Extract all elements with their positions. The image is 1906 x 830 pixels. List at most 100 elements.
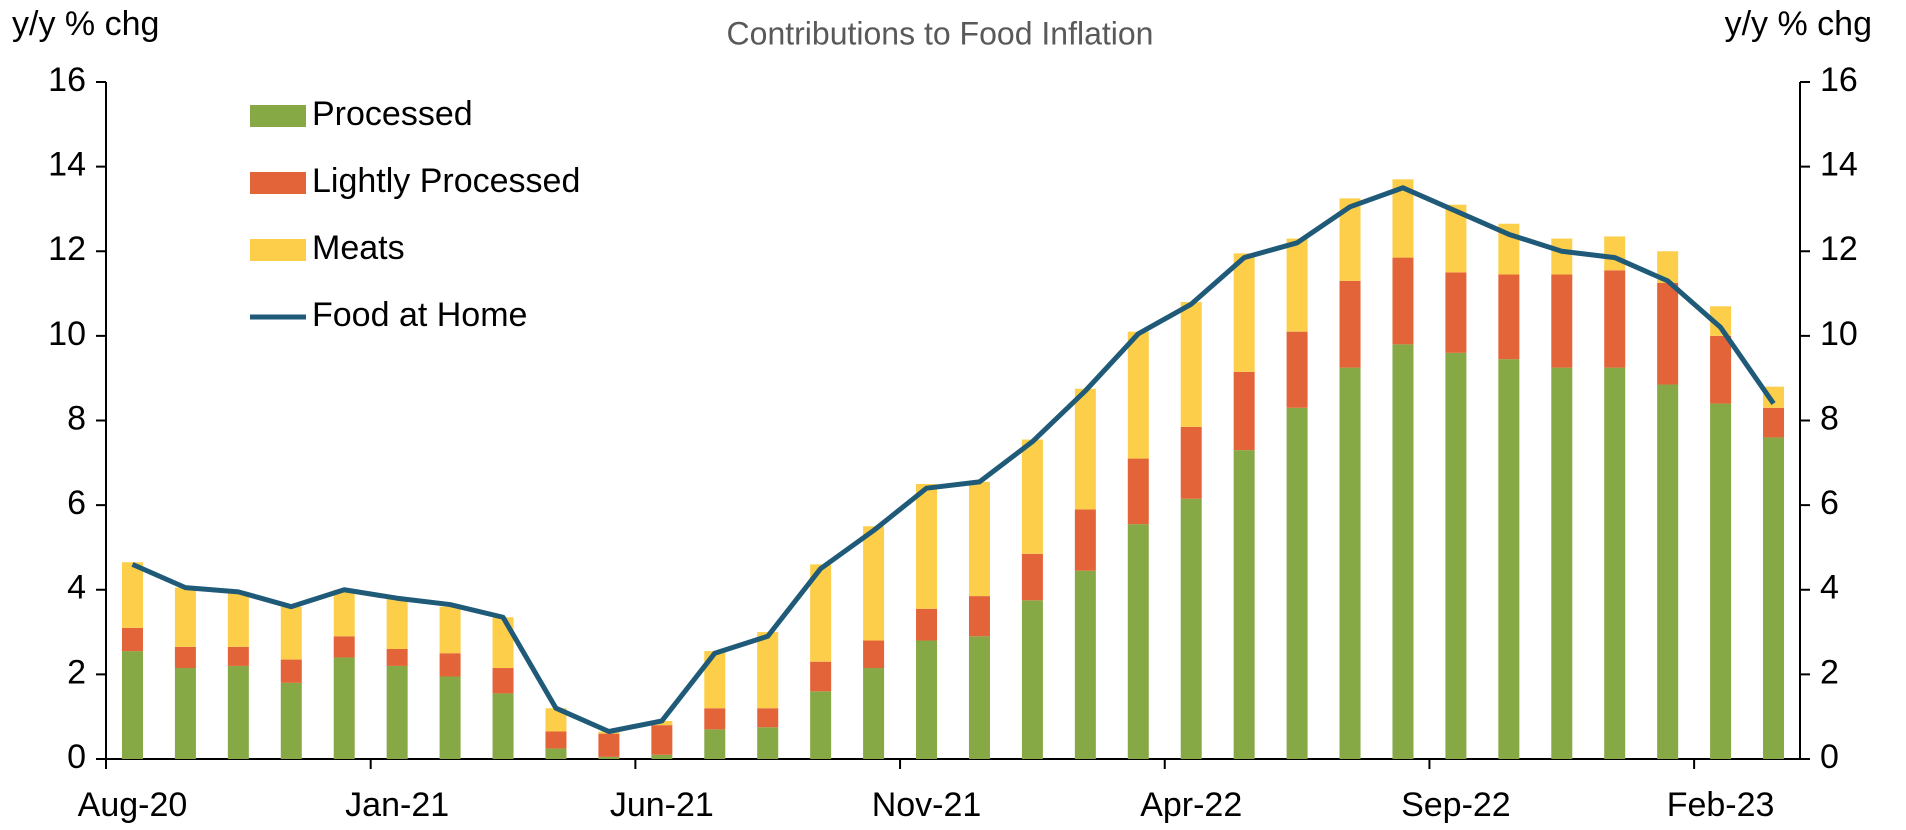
bar-segment [1233,371,1255,451]
y-tick-label: 2 [67,653,86,691]
bar-segment [1445,352,1467,759]
y2-tick-label: 0 [1820,738,1839,776]
x-tick-label: Aug-20 [78,786,188,824]
y2-tick-label: 10 [1820,315,1858,353]
bar-segment [333,657,355,759]
bar-segment [598,756,620,759]
y2-tick-label: 4 [1820,569,1839,607]
bar-segment [651,725,673,755]
bar-segment [227,591,249,647]
bar-segment [863,668,885,759]
bar-segment [280,682,302,759]
bar-segment [1551,274,1573,368]
bar-segment [1127,458,1149,525]
bar-segment [1392,344,1414,759]
bar-segment [280,659,302,683]
y2-tick-label: 6 [1820,484,1839,522]
bar-segment [1763,437,1785,759]
bar-segment [439,676,461,759]
legend-swatch [250,172,306,194]
bar-segment [1339,280,1361,368]
bar-segment [439,606,461,654]
bar-segment [704,651,726,709]
y-tick-label: 10 [48,315,86,353]
x-tick-label: Feb-23 [1667,786,1775,824]
x-tick-label: Apr-22 [1140,786,1242,824]
bar-segment [1021,553,1043,601]
bar-segment [1180,498,1202,759]
bar-segment [1657,251,1679,283]
y2-tick-label: 8 [1820,399,1839,437]
x-tick-label: Sep-22 [1401,786,1511,824]
bar-segment [1021,439,1043,554]
bar-segment [863,526,885,641]
x-tick-label: Nov-21 [872,786,982,824]
bar-segment [598,733,620,757]
bar-segment [1710,306,1732,336]
bar-segment [227,665,249,759]
bar-segment [1657,384,1679,759]
bar-segment [227,646,249,666]
bar-segment [1498,359,1520,759]
bar-segment [174,668,196,759]
bar-segment [1710,335,1732,404]
bar-segment [1180,426,1202,499]
bar-segment [439,653,461,677]
x-tick-label: Jun-21 [610,786,714,824]
bar-segment [757,708,779,728]
bar-segment [280,606,302,660]
legend-label: Meats [312,229,405,267]
y2-tick-label: 12 [1820,230,1858,268]
bar-segment [704,708,726,730]
chart-title: Contributions to Food Inflation [727,15,1154,51]
bar-segment [1127,331,1149,459]
bar-segment [1339,198,1361,281]
bar-segment [1074,388,1096,510]
bar-segment [1551,238,1573,275]
bar-segment [916,608,938,641]
bar-segment [968,636,990,759]
bar-segment [757,632,779,709]
bar-segment [968,596,990,637]
bar-segment [863,640,885,669]
bar-segment [492,693,514,759]
bar-segment [492,617,514,669]
bar-segment [333,589,355,637]
legend-swatch [250,239,306,261]
bar-segment [1339,367,1361,759]
bar-segment [1763,407,1785,438]
bar-segment [1021,600,1043,759]
bar-segment [916,640,938,759]
y2-tick-label: 14 [1820,146,1858,184]
bar-segment [1604,270,1626,368]
bar-segment [810,691,832,759]
bar-segment [810,564,832,662]
bar-segment [1127,524,1149,759]
bar-segment [1445,272,1467,353]
bar-segment [1180,302,1202,427]
bar-segment [121,651,143,759]
bar-segment [1657,282,1679,385]
bar-segment [333,636,355,658]
bar-segment [545,748,567,759]
legend-label: Processed [312,95,473,133]
legend-label: Lightly Processed [312,162,580,200]
bar-segment [810,661,832,692]
y2-tick-label: 2 [1820,653,1839,691]
bar-segment [1392,257,1414,345]
bar-segment [545,731,567,749]
y-tick-label: 16 [48,61,86,99]
y-axis-label: y/y % chg [12,5,159,43]
bar-segment [757,727,779,759]
legend-label: Food at Home [312,296,527,334]
y-tick-label: 12 [48,230,86,268]
bar-segment [1286,331,1308,408]
bar-segment [1392,179,1414,258]
y-tick-label: 14 [48,146,86,184]
bar-segment [1286,238,1308,332]
bar-segment [1710,403,1732,759]
y-tick-label: 6 [67,484,86,522]
y-tick-label: 8 [67,399,86,437]
bar-segment [1604,367,1626,759]
